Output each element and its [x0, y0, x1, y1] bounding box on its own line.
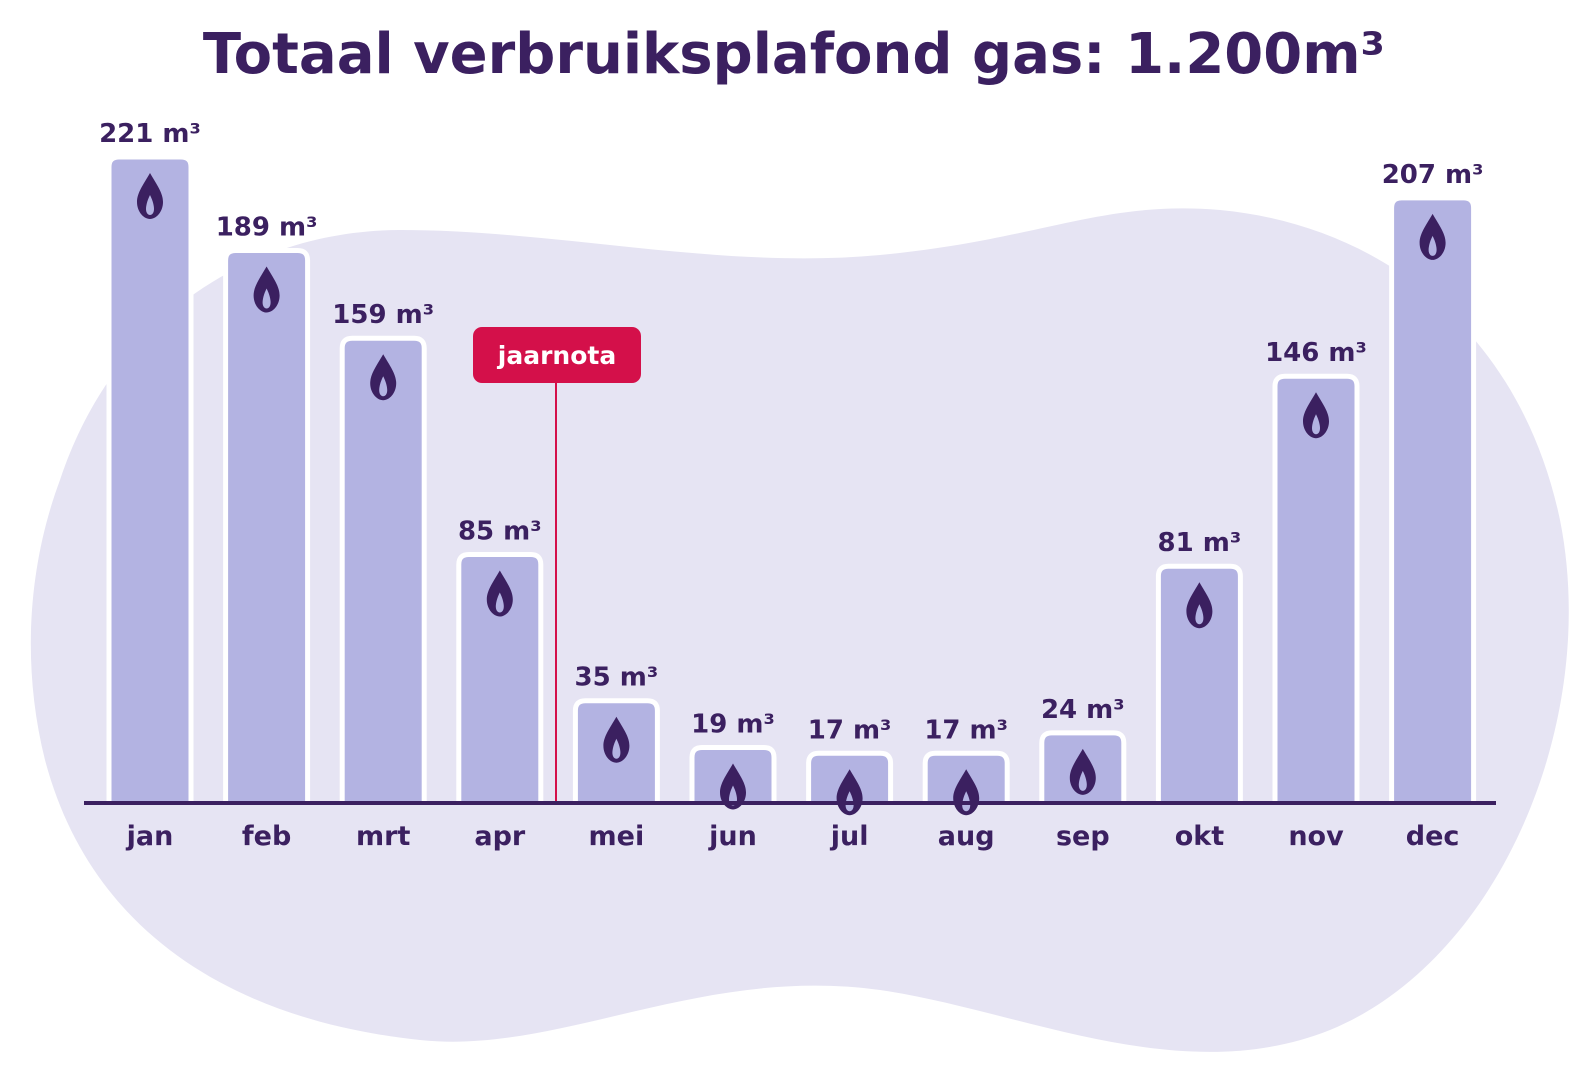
- gas-flame-icon: [253, 266, 280, 313]
- gas-flame-icon: [1419, 213, 1446, 260]
- gas-flame-icon: [1303, 392, 1329, 439]
- bar-jan: [106, 154, 194, 803]
- chart-title: Totaal verbruiksplafond gas: 1.200m³: [203, 22, 1385, 87]
- month-label-nov: nov: [1288, 821, 1344, 852]
- bar-nov: [1272, 373, 1360, 803]
- gas-flame-inner: [1312, 414, 1320, 435]
- bar-apr: [456, 552, 544, 803]
- bars-layer: [106, 154, 1477, 816]
- bar-feb: [223, 248, 311, 803]
- value-label-mei: 35 m³: [575, 663, 659, 693]
- value-label-aug: 17 m³: [924, 715, 1008, 745]
- month-label-aug: aug: [938, 821, 995, 852]
- month-label-feb: feb: [242, 821, 291, 852]
- labels-layer: 221 m³ jan 189 m³ feb 159 m³ mrt 85 m³ apr 35 m³…: [99, 119, 1483, 852]
- month-label-jun: jun: [708, 821, 757, 852]
- gas-flame-inner: [612, 738, 621, 759]
- value-label-jul: 17 m³: [808, 715, 892, 745]
- gas-flame-inner: [729, 785, 737, 806]
- value-label-mrt: 159 m³: [332, 300, 434, 330]
- month-label-dec: dec: [1406, 821, 1460, 852]
- gas-flame-inner: [146, 195, 154, 215]
- month-label-mrt: mrt: [356, 821, 410, 852]
- jaarnota-badge: [473, 327, 641, 383]
- value-label-apr: 85 m³: [458, 517, 542, 547]
- gas-flame-icon: [720, 763, 746, 810]
- month-label-apr: apr: [474, 821, 526, 852]
- value-label-dec: 207 m³: [1382, 160, 1484, 190]
- value-label-jan: 221 m³: [99, 119, 201, 149]
- gas-flame-inner: [379, 376, 388, 397]
- month-label-sep: sep: [1056, 821, 1110, 852]
- gas-flame-icon: [603, 716, 630, 763]
- month-label-jul: jul: [830, 821, 869, 852]
- gas-flame-icon: [137, 173, 163, 219]
- value-label-sep: 24 m³: [1041, 695, 1125, 725]
- month-label-mei: mei: [589, 821, 645, 852]
- gas-flame-inner: [1078, 770, 1087, 791]
- bar-mrt: [339, 335, 427, 803]
- value-label-jun: 19 m³: [691, 709, 775, 739]
- month-label-okt: okt: [1175, 821, 1225, 852]
- bar-okt: [1155, 563, 1243, 803]
- gas-flame-inner: [262, 288, 271, 309]
- jaarnota-label: jaarnota: [497, 341, 616, 370]
- value-label-feb: 189 m³: [216, 213, 318, 243]
- value-label-nov: 146 m³: [1265, 338, 1367, 368]
- gas-flame-inner: [1428, 235, 1437, 256]
- jaarnota-marker: jaarnota: [473, 327, 641, 383]
- bar-dec: [1389, 195, 1477, 803]
- gas-flame-inner: [1195, 604, 1204, 625]
- gas-flame-icon: [1069, 748, 1096, 795]
- gas-flame-icon: [370, 354, 397, 401]
- gas-flame-icon: [486, 570, 513, 617]
- value-label-okt: 81 m³: [1158, 528, 1242, 558]
- gas-flame-icon: [1186, 582, 1213, 629]
- gas-flame-inner: [495, 592, 504, 613]
- month-label-jan: jan: [126, 821, 174, 852]
